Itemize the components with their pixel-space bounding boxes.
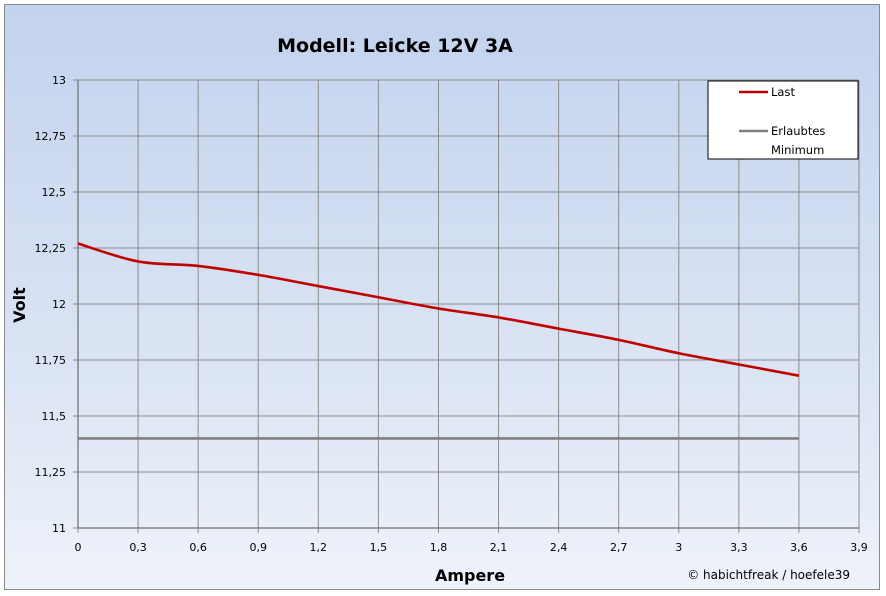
y-tick-label: 13 xyxy=(52,74,66,87)
series-line-last xyxy=(77,242,800,377)
y-tick-label: 12 xyxy=(52,298,66,311)
x-tick-label: 2,7 xyxy=(610,541,628,554)
legend-label-minimum-line1: Erlaubtes xyxy=(771,124,825,138)
x-tick-label: 3,3 xyxy=(730,541,748,554)
copyright-credit: © habichtfreak / hoefele39 xyxy=(687,568,850,582)
y-axis-title: Volt xyxy=(10,287,29,323)
y-tick-label: 12,25 xyxy=(35,242,67,255)
y-tick-label: 11,25 xyxy=(35,466,67,479)
legend: Last Erlaubtes Minimum xyxy=(707,80,859,160)
x-tick-label: 2,1 xyxy=(490,541,508,554)
x-tick-label: 0,9 xyxy=(249,541,267,554)
x-tick-label: 3,9 xyxy=(850,541,868,554)
legend-box xyxy=(707,80,859,160)
x-tick-label: 1,5 xyxy=(370,541,388,554)
y-tick-label: 11 xyxy=(52,522,66,535)
x-tick-label: 1,2 xyxy=(310,541,328,554)
x-tick-label: 3,6 xyxy=(790,541,808,554)
tick-labels: 0 0,3 0,6 0,9 1,2 1,5 1,8 2,1 2,4 2,7 3 3,3 3,6 3,9 13… xyxy=(35,74,868,554)
x-tick-label: 2,4 xyxy=(550,541,568,554)
x-tick-label: 0 xyxy=(75,541,82,554)
y-tick-label: 11,75 xyxy=(35,354,67,367)
legend-label-last: Last xyxy=(771,85,795,99)
x-tick-label: 3 xyxy=(675,541,682,554)
y-tick-label: 11,5 xyxy=(42,410,67,423)
legend-label-minimum-line2: Minimum xyxy=(771,143,824,157)
x-axis-title: Ampere xyxy=(435,566,505,585)
chart-container: 0 0,3 0,6 0,9 1,2 1,5 1,8 2,1 2,4 2,7 3 3,3 3,6 3,9 13… xyxy=(4,4,880,590)
x-tick-label: 1,8 xyxy=(430,541,448,554)
series-lines xyxy=(77,242,800,440)
x-tick-label: 0,6 xyxy=(189,541,207,554)
y-tick-label: 12,5 xyxy=(42,186,67,199)
chart-title: Modell: Leicke 12V 3A xyxy=(277,35,513,57)
line-chart: 0 0,3 0,6 0,9 1,2 1,5 1,8 2,1 2,4 2,7 3 3,3 3,6 3,9 13… xyxy=(10,35,868,585)
x-tick-label: 0,3 xyxy=(129,541,147,554)
y-tick-label: 12,75 xyxy=(35,130,67,143)
